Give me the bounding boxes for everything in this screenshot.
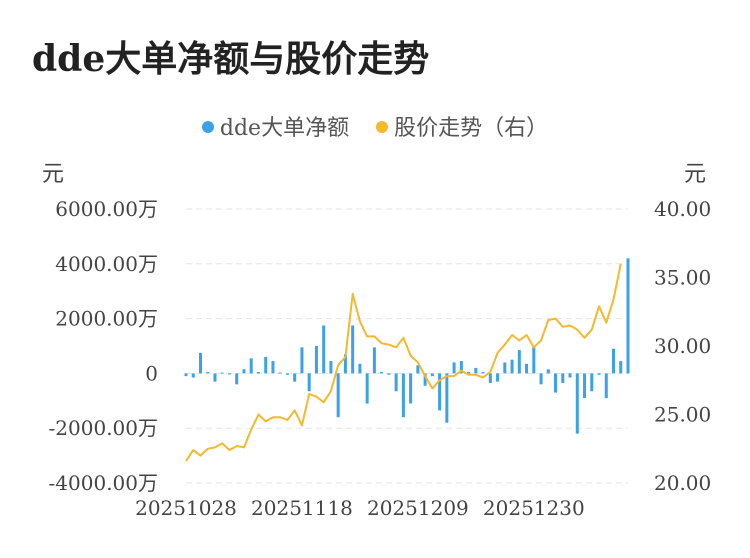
x-tick-label: 20251028 xyxy=(135,496,237,520)
y-right-tick-label: 30.00 xyxy=(654,334,711,358)
dde-bar xyxy=(583,373,587,399)
dde-bar xyxy=(612,348,616,374)
dde-bar xyxy=(401,373,405,418)
dde-bar xyxy=(278,372,282,374)
dde-bar xyxy=(365,373,369,404)
dde-bar xyxy=(387,373,391,375)
dde-bar xyxy=(285,373,289,375)
dde-bar xyxy=(358,363,362,374)
dde-bar xyxy=(300,347,304,374)
dde-bar xyxy=(626,258,630,374)
y-left-tick-label: 4000.00万 xyxy=(55,252,158,276)
dde-bar xyxy=(416,365,420,374)
dde-bar xyxy=(423,373,427,386)
dde-bar xyxy=(467,372,471,374)
dde-bar xyxy=(329,361,333,374)
dde-bar xyxy=(314,346,318,374)
dde-bar xyxy=(409,373,413,404)
dde-bar xyxy=(394,373,398,392)
dde-bar xyxy=(445,373,449,423)
y-left-tick-label: -4000.00万 xyxy=(49,471,158,495)
legend-item-dde[interactable]: dde大单净额 xyxy=(201,110,350,142)
dde-bar xyxy=(235,373,239,385)
y-left-tick-label: -2000.00万 xyxy=(49,416,158,440)
dde-bar xyxy=(264,356,268,374)
dde-bar xyxy=(242,369,246,374)
dde-bar xyxy=(293,373,297,382)
dde-bar xyxy=(213,373,217,382)
dde-bar xyxy=(488,373,492,383)
dde-bar xyxy=(525,363,529,374)
dde-bar xyxy=(590,373,594,392)
dde-bar xyxy=(597,373,601,375)
x-tick-label: 20251209 xyxy=(367,496,469,520)
dde-bar xyxy=(249,358,253,374)
dde-bar xyxy=(452,362,456,374)
dde-bar xyxy=(307,373,311,392)
dde-bar xyxy=(496,373,500,382)
right-axis-unit: 元 xyxy=(684,162,707,187)
price-line xyxy=(185,263,622,462)
dde-bar xyxy=(198,352,202,374)
legend-label-dde: dde大单净额 xyxy=(219,116,350,141)
dde-bar xyxy=(546,369,550,374)
dde-bar xyxy=(380,372,384,374)
dde-bar xyxy=(539,373,543,385)
dde-bar xyxy=(227,373,231,375)
dde-bar xyxy=(517,350,521,374)
dde-bar xyxy=(322,325,326,374)
y-right-tick-label: 40.00 xyxy=(654,197,711,221)
dde-bar xyxy=(575,373,579,434)
dde-bar xyxy=(481,372,485,374)
legend-label-price: 股价走势（右） xyxy=(394,116,549,141)
dde-bar xyxy=(438,373,442,411)
dde-bar xyxy=(191,373,195,378)
dde-bar xyxy=(343,354,347,374)
dde-bar xyxy=(568,373,572,378)
y-left-tick-label: 0 xyxy=(145,361,158,385)
y-right-tick-label: 25.00 xyxy=(654,403,711,427)
dde-bar xyxy=(554,373,558,393)
dde-bar xyxy=(184,373,188,377)
dde-bar xyxy=(430,373,434,377)
dde-bar xyxy=(336,373,340,418)
dde-bar xyxy=(474,367,478,374)
dde-bar xyxy=(271,361,275,374)
dde-bar xyxy=(459,361,463,374)
dde-bar xyxy=(220,372,224,374)
dde-bar xyxy=(372,347,376,374)
legend-item-price[interactable]: 股价走势（右） xyxy=(376,110,548,142)
x-tick-label: 20251230 xyxy=(483,496,585,520)
y-right-tick-label: 35.00 xyxy=(654,266,711,290)
dde-bar xyxy=(351,325,355,374)
x-tick-label: 20251118 xyxy=(251,496,353,520)
dde-bar xyxy=(510,359,514,374)
dde-bar xyxy=(206,372,210,374)
dde-bar xyxy=(256,372,260,374)
chart-title: dde大单净额与股价走势 xyxy=(32,38,430,80)
left-axis-unit: 元 xyxy=(42,162,65,187)
legend-dot-dde xyxy=(201,121,214,133)
y-left-tick-label: 2000.00万 xyxy=(55,307,158,331)
legend: dde大单净额 股价走势（右） xyxy=(0,110,750,142)
legend-dot-price xyxy=(376,121,389,133)
y-right-tick-label: 20.00 xyxy=(654,471,711,495)
dde-bar xyxy=(561,373,565,383)
dde-bar xyxy=(604,373,608,399)
dde-bar xyxy=(619,361,623,374)
dde-bar xyxy=(532,346,536,374)
dde-bar xyxy=(503,362,507,374)
y-left-tick-label: 6000.00万 xyxy=(55,197,158,221)
